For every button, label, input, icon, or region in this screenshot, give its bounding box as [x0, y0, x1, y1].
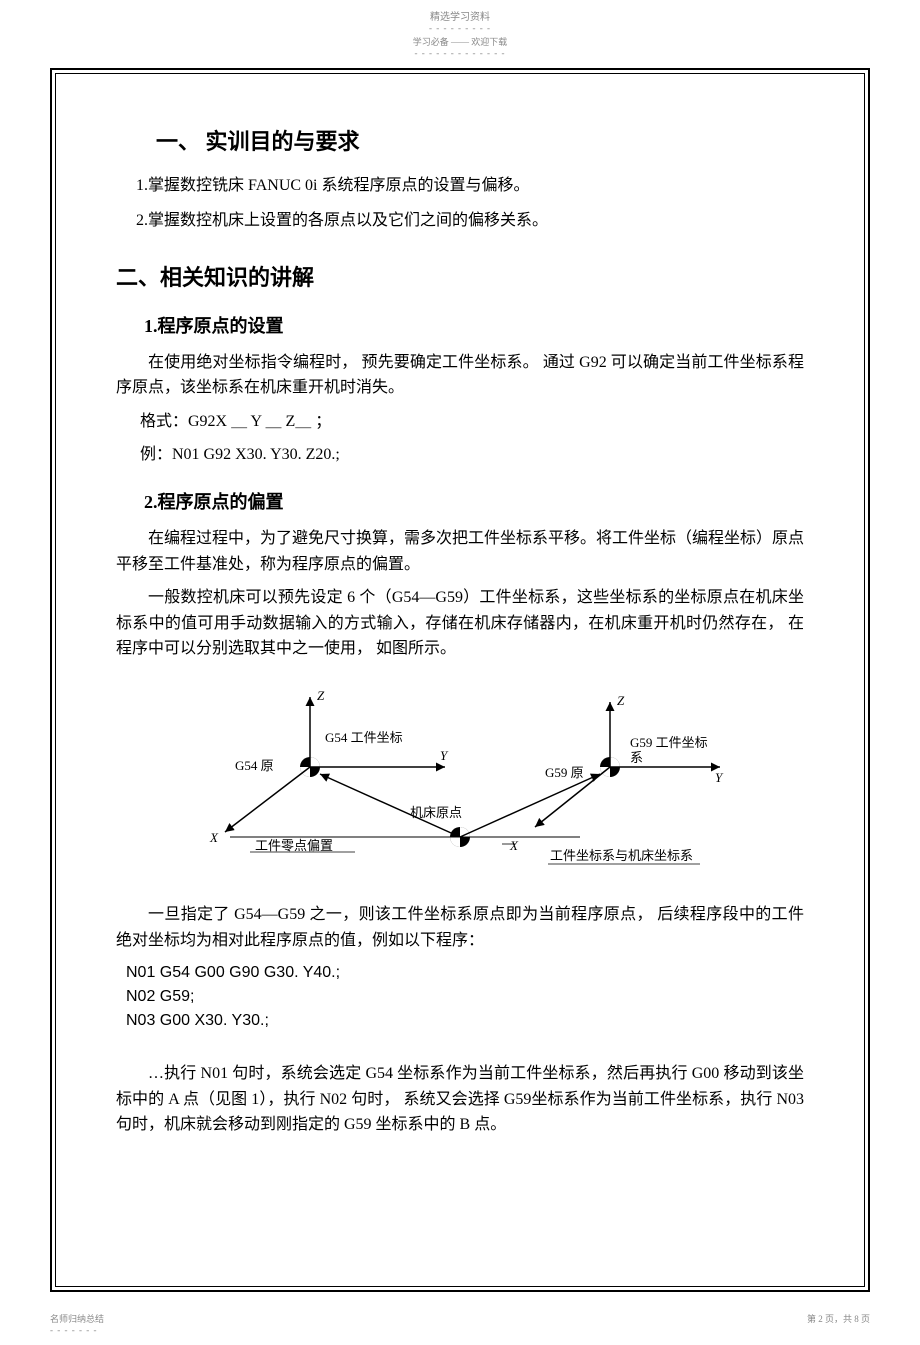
section-2-sub1-heading: 1.程序原点的设置 — [144, 312, 804, 338]
page-outer-border: 一、 实训目的与要求 1.掌握数控铣床 FANUC 0i 系统程序原点的设置与偏… — [50, 68, 870, 1292]
g54-x-label: X — [209, 830, 219, 845]
g59-origin-label: G59 原 — [545, 765, 584, 780]
diagram-caption: 工件坐标系与机床坐标系 — [550, 848, 693, 863]
code-line-2: N02 G59; — [126, 985, 804, 1009]
page-footer: 名师归纳总结 - - - - - - - 第 2 页，共 8 页 — [50, 1312, 870, 1345]
header-text-1: 精选学习资料 — [0, 8, 920, 23]
sub1-para-2: 格式：G92X ＿ Y ＿ Z＿ ； — [116, 409, 804, 435]
g54-y-label: Y — [440, 748, 449, 763]
g59-coordinate-group: Z Y G59 工件坐标 系 G59 原 — [535, 693, 724, 827]
g59-suffix-label: 系 — [630, 750, 643, 765]
page-inner-border: 一、 实训目的与要求 1.掌握数控铣床 FANUC 0i 系统程序原点的设置与偏… — [55, 73, 865, 1287]
g59-coord-label: G59 工件坐标 — [630, 735, 708, 750]
g59-z-label: Z — [617, 693, 625, 708]
sub2-para-4: …执行 N01 句时，系统会选定 G54 坐标系作为当前工件坐标系，然后再执行 … — [116, 1061, 804, 1138]
code-line-1: N01 G54 G00 G90 G30. Y40.; — [126, 961, 804, 985]
section-1-item-2: 2.掌握数控机床上设置的各原点以及它们之间的偏移关系。 — [136, 207, 804, 236]
coordinate-system-diagram: Z Y X G54 工件坐标 G54 原 机床原点 — [180, 682, 740, 882]
g54-coord-label: G54 工件坐标 — [325, 730, 403, 745]
sub1-para-3: 例：N01 G92 X30. Y30. Z20.; — [116, 442, 804, 468]
page-top-header: 精选学习资料 - - - - - - - - - 学习必备 —— 欢迎下载 - … — [0, 0, 920, 58]
footer-left: 名师归纳总结 - - - - - - - — [50, 1312, 104, 1335]
sub1-para-1: 在使用绝对坐标指令编程时， 预先要确定工件坐标系。 通过 G92 可以确定当前工… — [116, 350, 804, 401]
sub2-para-2: 一般数控机床可以预先设定 6 个（G54—G59）工件坐标系，这些坐标系的坐标原… — [116, 585, 804, 662]
g54-coordinate-group: Z Y X G54 工件坐标 G54 原 — [209, 688, 449, 845]
sub2-para-3: 一旦指定了 G54—G59 之一，则该工件坐标系原点即为当前程序原点， 后续程序… — [116, 902, 804, 953]
footer-right: 第 2 页，共 8 页 — [807, 1312, 870, 1335]
footer-dashes: - - - - - - - — [50, 1325, 97, 1335]
header-text-2: 学习必备 —— 欢迎下载 — [0, 35, 920, 48]
g54-origin-label: G54 原 — [235, 758, 274, 773]
section-2-heading: 二、相关知识的讲解 — [116, 260, 804, 292]
spacer — [116, 1033, 804, 1061]
code-line-3: N03 G00 X30. Y30.; — [126, 1009, 804, 1033]
machine-x-label: X — [509, 838, 519, 853]
header-dashes-2: - - - - - - - - - - - - - — [0, 48, 920, 58]
workpiece-offset-label: 工件零点偏置 — [255, 838, 333, 853]
footer-left-text: 名师归纳总结 — [50, 1314, 104, 1324]
section-1-heading: 一、 实训目的与要求 — [156, 124, 804, 156]
g59-y-label: Y — [715, 770, 724, 785]
header-dashes-1: - - - - - - - - - — [0, 23, 920, 33]
sub2-para-1: 在编程过程中，为了避免尺寸换算，需多次把工件坐标系平移。将工件坐标（编程坐标）原… — [116, 526, 804, 577]
section-1-item-1: 1.掌握数控铣床 FANUC 0i 系统程序原点的设置与偏移。 — [136, 172, 804, 201]
section-2-sub2-heading: 2.程序原点的偏置 — [144, 488, 804, 514]
g54-z-label: Z — [317, 688, 325, 703]
